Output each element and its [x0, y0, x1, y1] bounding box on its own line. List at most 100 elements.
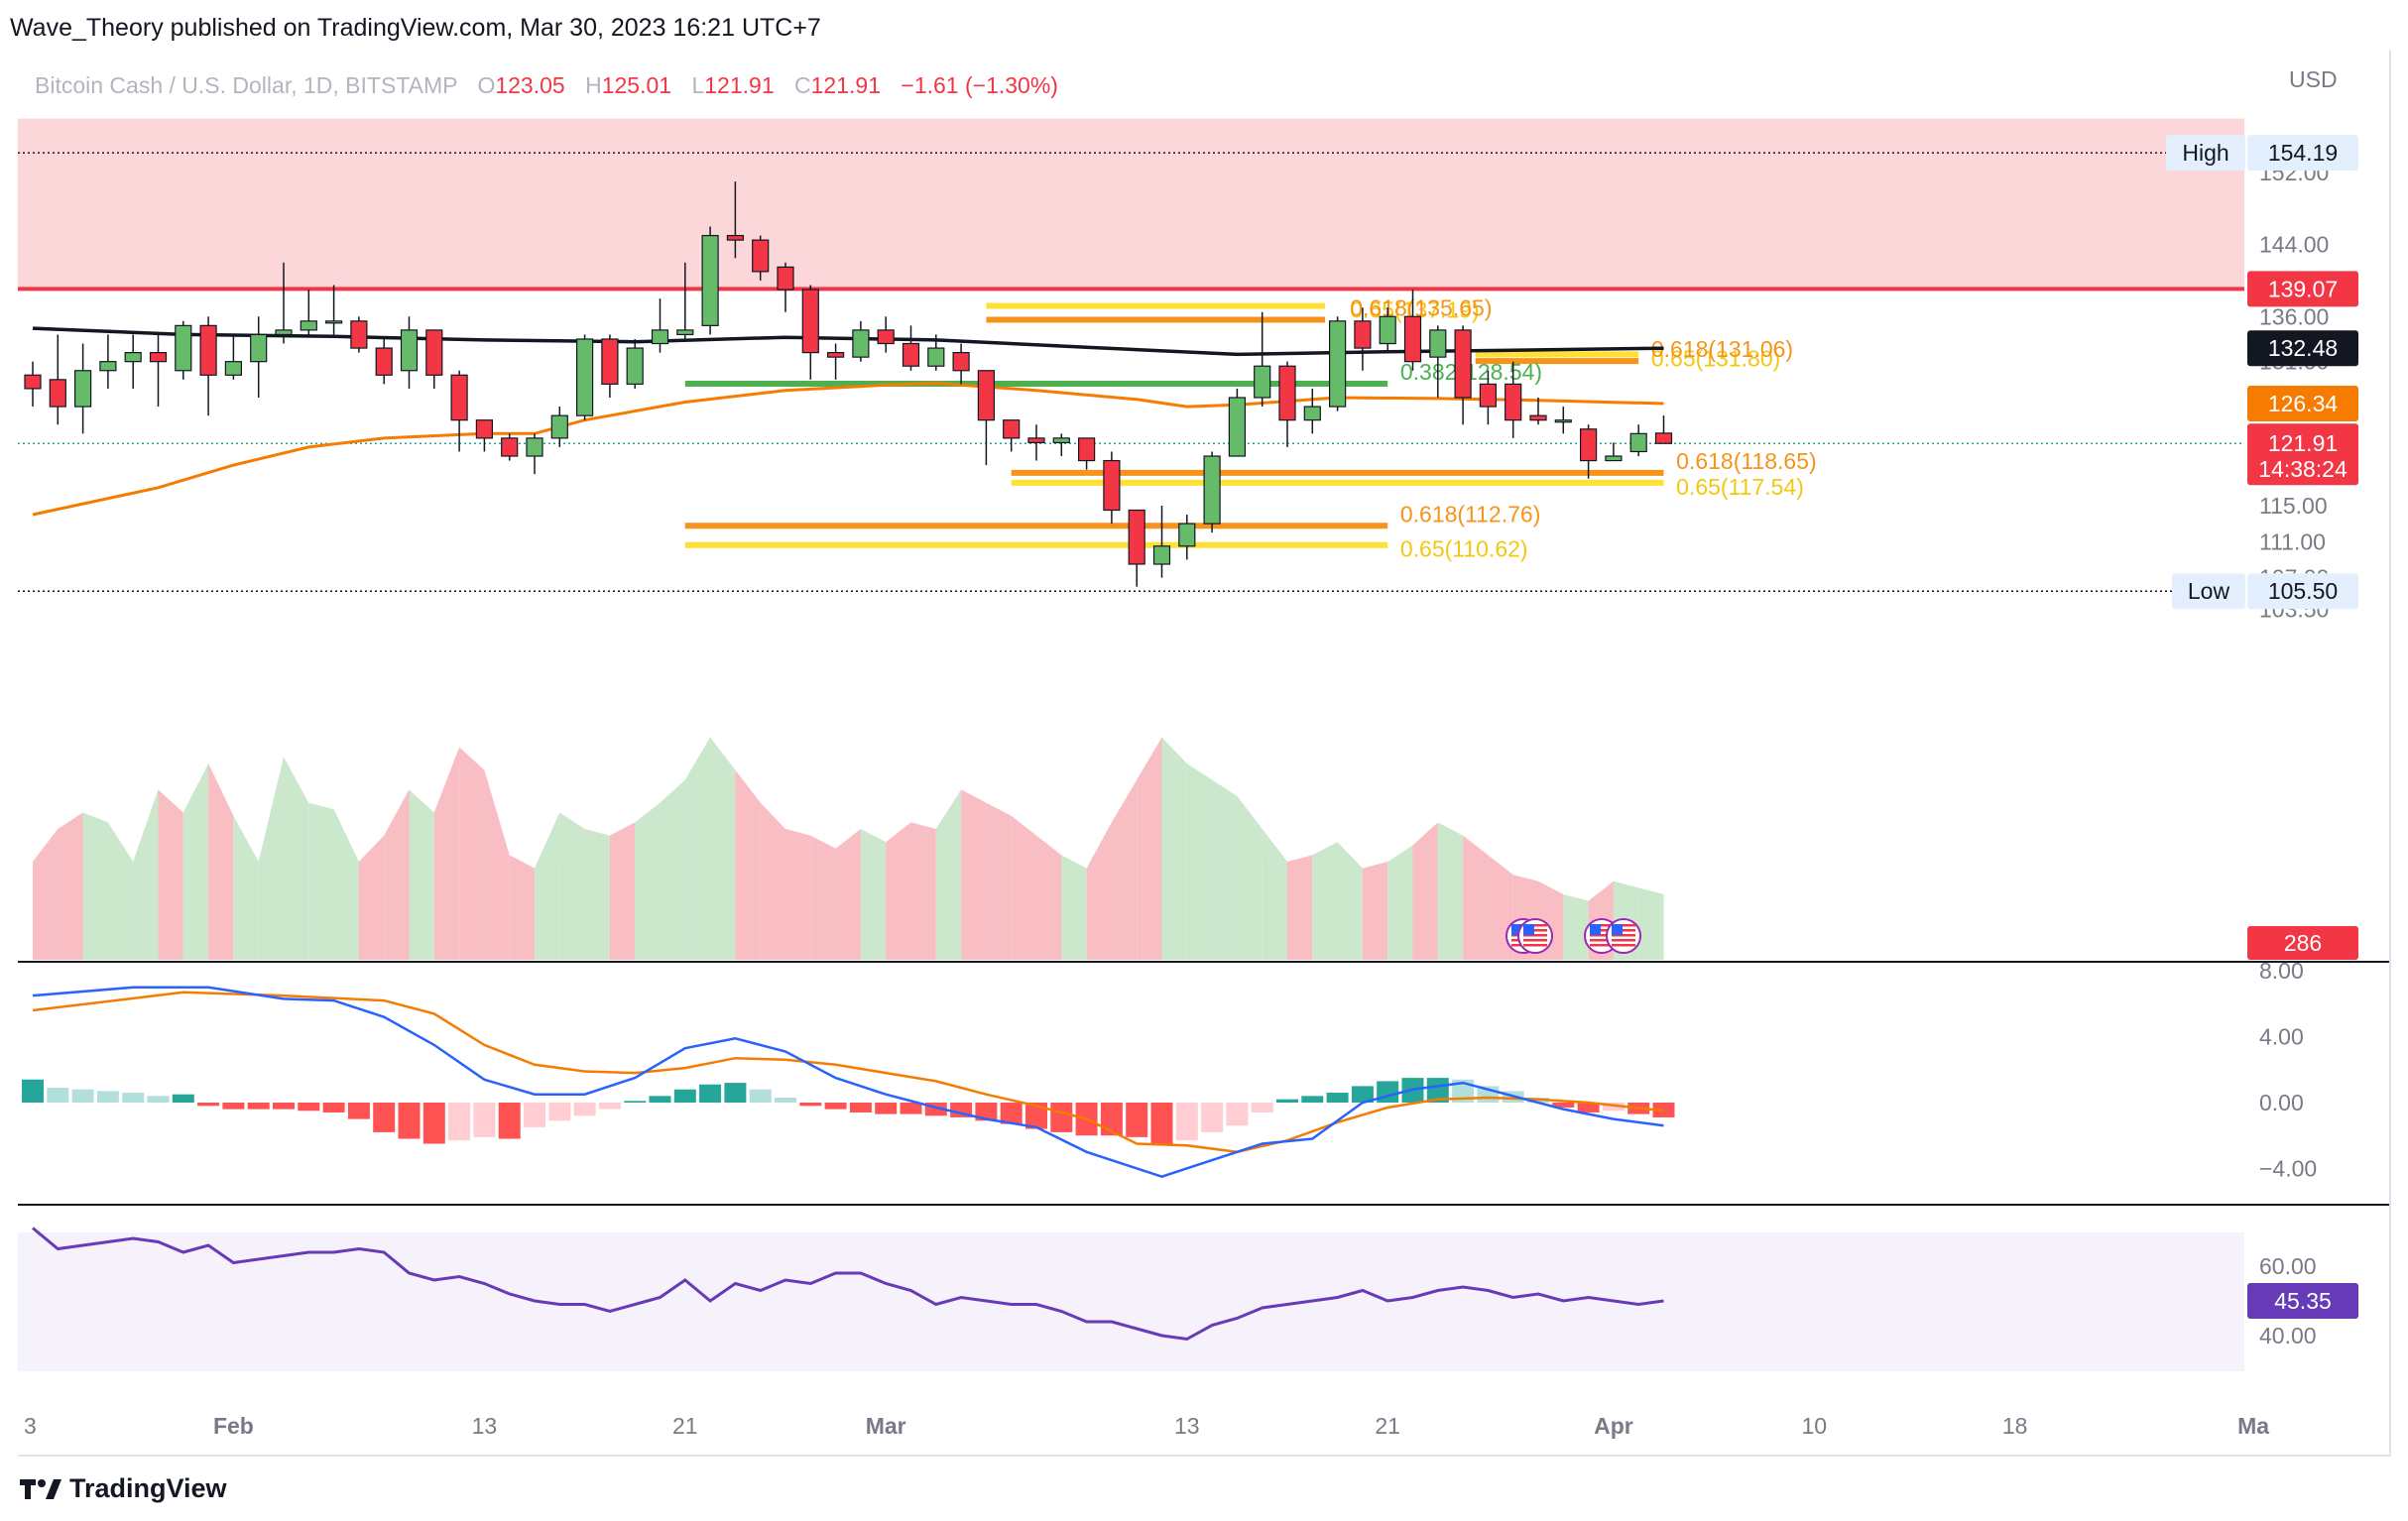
candle[interactable]	[952, 343, 970, 385]
fib-level-label: 0.618(118.65)	[1676, 448, 1817, 474]
candle[interactable]	[501, 433, 519, 461]
candle[interactable]	[1228, 388, 1247, 457]
candle[interactable]	[1152, 505, 1171, 578]
candle[interactable]	[1303, 388, 1321, 434]
candle[interactable]	[1654, 415, 1673, 444]
candle[interactable]	[1103, 451, 1121, 525]
volume-segment	[433, 747, 460, 960]
candle-body	[1228, 397, 1247, 457]
candle[interactable]	[826, 343, 845, 380]
candle[interactable]	[1278, 361, 1296, 447]
resistance-zone	[18, 118, 2244, 290]
candle[interactable]	[124, 334, 142, 389]
candle-body	[626, 347, 644, 385]
volume-segment	[1287, 855, 1313, 960]
candle[interactable]	[1629, 424, 1647, 457]
candle[interactable]	[199, 316, 217, 416]
candle[interactable]	[676, 262, 694, 339]
candle[interactable]	[73, 343, 92, 434]
candle[interactable]	[801, 285, 819, 380]
candle-body	[550, 414, 568, 439]
candle[interactable]	[902, 325, 920, 371]
low-value: 105.50	[2268, 578, 2338, 604]
candle[interactable]	[752, 235, 770, 281]
candle[interactable]	[450, 370, 468, 452]
candle[interactable]	[651, 298, 669, 353]
candle[interactable]	[1429, 325, 1447, 398]
candle[interactable]	[300, 290, 317, 335]
candle[interactable]	[1354, 307, 1372, 371]
candle[interactable]	[852, 320, 870, 362]
candle[interactable]	[1203, 451, 1221, 533]
candle[interactable]	[550, 407, 568, 447]
candle[interactable]	[1454, 325, 1472, 425]
fib-level-label: 0.65(117.54)	[1676, 474, 1804, 500]
macd-histogram-bar	[624, 1101, 647, 1103]
candle-body	[927, 347, 945, 367]
candle[interactable]	[1529, 398, 1547, 425]
volume-segment	[333, 809, 359, 960]
macd-histogram-bar	[96, 1091, 119, 1103]
candle[interactable]	[1605, 442, 1623, 462]
candle[interactable]	[24, 361, 42, 408]
candle[interactable]	[1254, 311, 1271, 408]
high-tag: High	[2182, 140, 2228, 166]
candle[interactable]	[701, 226, 719, 335]
candle[interactable]	[325, 285, 343, 335]
ema-short-line	[32, 381, 1664, 517]
candle[interactable]	[977, 370, 996, 466]
candle[interactable]	[877, 316, 895, 353]
candle[interactable]	[99, 334, 117, 389]
candle[interactable]	[49, 334, 66, 425]
flag-icon-stripe	[1523, 944, 1547, 947]
candle[interactable]	[1554, 407, 1572, 434]
macd-histogram-bar	[1201, 1103, 1224, 1132]
flag-icon-stripe	[1590, 944, 1614, 947]
candle[interactable]	[1403, 290, 1422, 371]
candle-body	[1529, 414, 1547, 421]
axis-badge-bg	[2247, 385, 2358, 421]
macd-histogram-bar	[398, 1103, 421, 1139]
volume-segment	[133, 789, 159, 960]
candle[interactable]	[175, 320, 192, 380]
legend-open: 123.05	[495, 72, 564, 98]
fib-level-label: 0.618(112.76)	[1400, 501, 1541, 526]
candle[interactable]	[626, 338, 644, 389]
candle[interactable]	[927, 334, 945, 371]
macd-histogram-bar	[322, 1103, 345, 1112]
candle[interactable]	[1027, 424, 1045, 461]
candle[interactable]	[726, 181, 745, 259]
volume-segment	[358, 835, 385, 960]
candle[interactable]	[350, 316, 368, 353]
candle[interactable]	[400, 316, 419, 389]
candles[interactable]	[24, 181, 1673, 587]
candle[interactable]	[1128, 509, 1145, 587]
candle[interactable]	[575, 334, 594, 420]
candle[interactable]	[777, 262, 794, 312]
candle[interactable]	[1077, 437, 1096, 470]
candle[interactable]	[601, 334, 619, 398]
candle[interactable]	[425, 329, 443, 389]
candle[interactable]	[1479, 370, 1498, 425]
candle[interactable]	[1379, 307, 1396, 353]
volume-segment	[484, 769, 510, 960]
candle[interactable]	[475, 419, 493, 452]
candle[interactable]	[275, 262, 293, 344]
candle-body	[1654, 432, 1673, 444]
candle[interactable]	[1003, 419, 1021, 452]
candle[interactable]	[526, 433, 543, 475]
candle[interactable]	[1052, 433, 1070, 457]
candle[interactable]	[1178, 515, 1196, 560]
candle[interactable]	[149, 334, 168, 408]
candle[interactable]	[250, 316, 268, 398]
candle[interactable]	[1505, 361, 1522, 438]
candle[interactable]	[375, 338, 393, 385]
flag-icon-stripe	[1590, 934, 1614, 937]
candle[interactable]	[1579, 424, 1598, 479]
candle-body	[1027, 437, 1045, 443]
candle[interactable]	[1328, 316, 1347, 411]
candle-body	[601, 338, 619, 385]
candle-body	[1178, 523, 1196, 547]
candle[interactable]	[224, 334, 242, 380]
